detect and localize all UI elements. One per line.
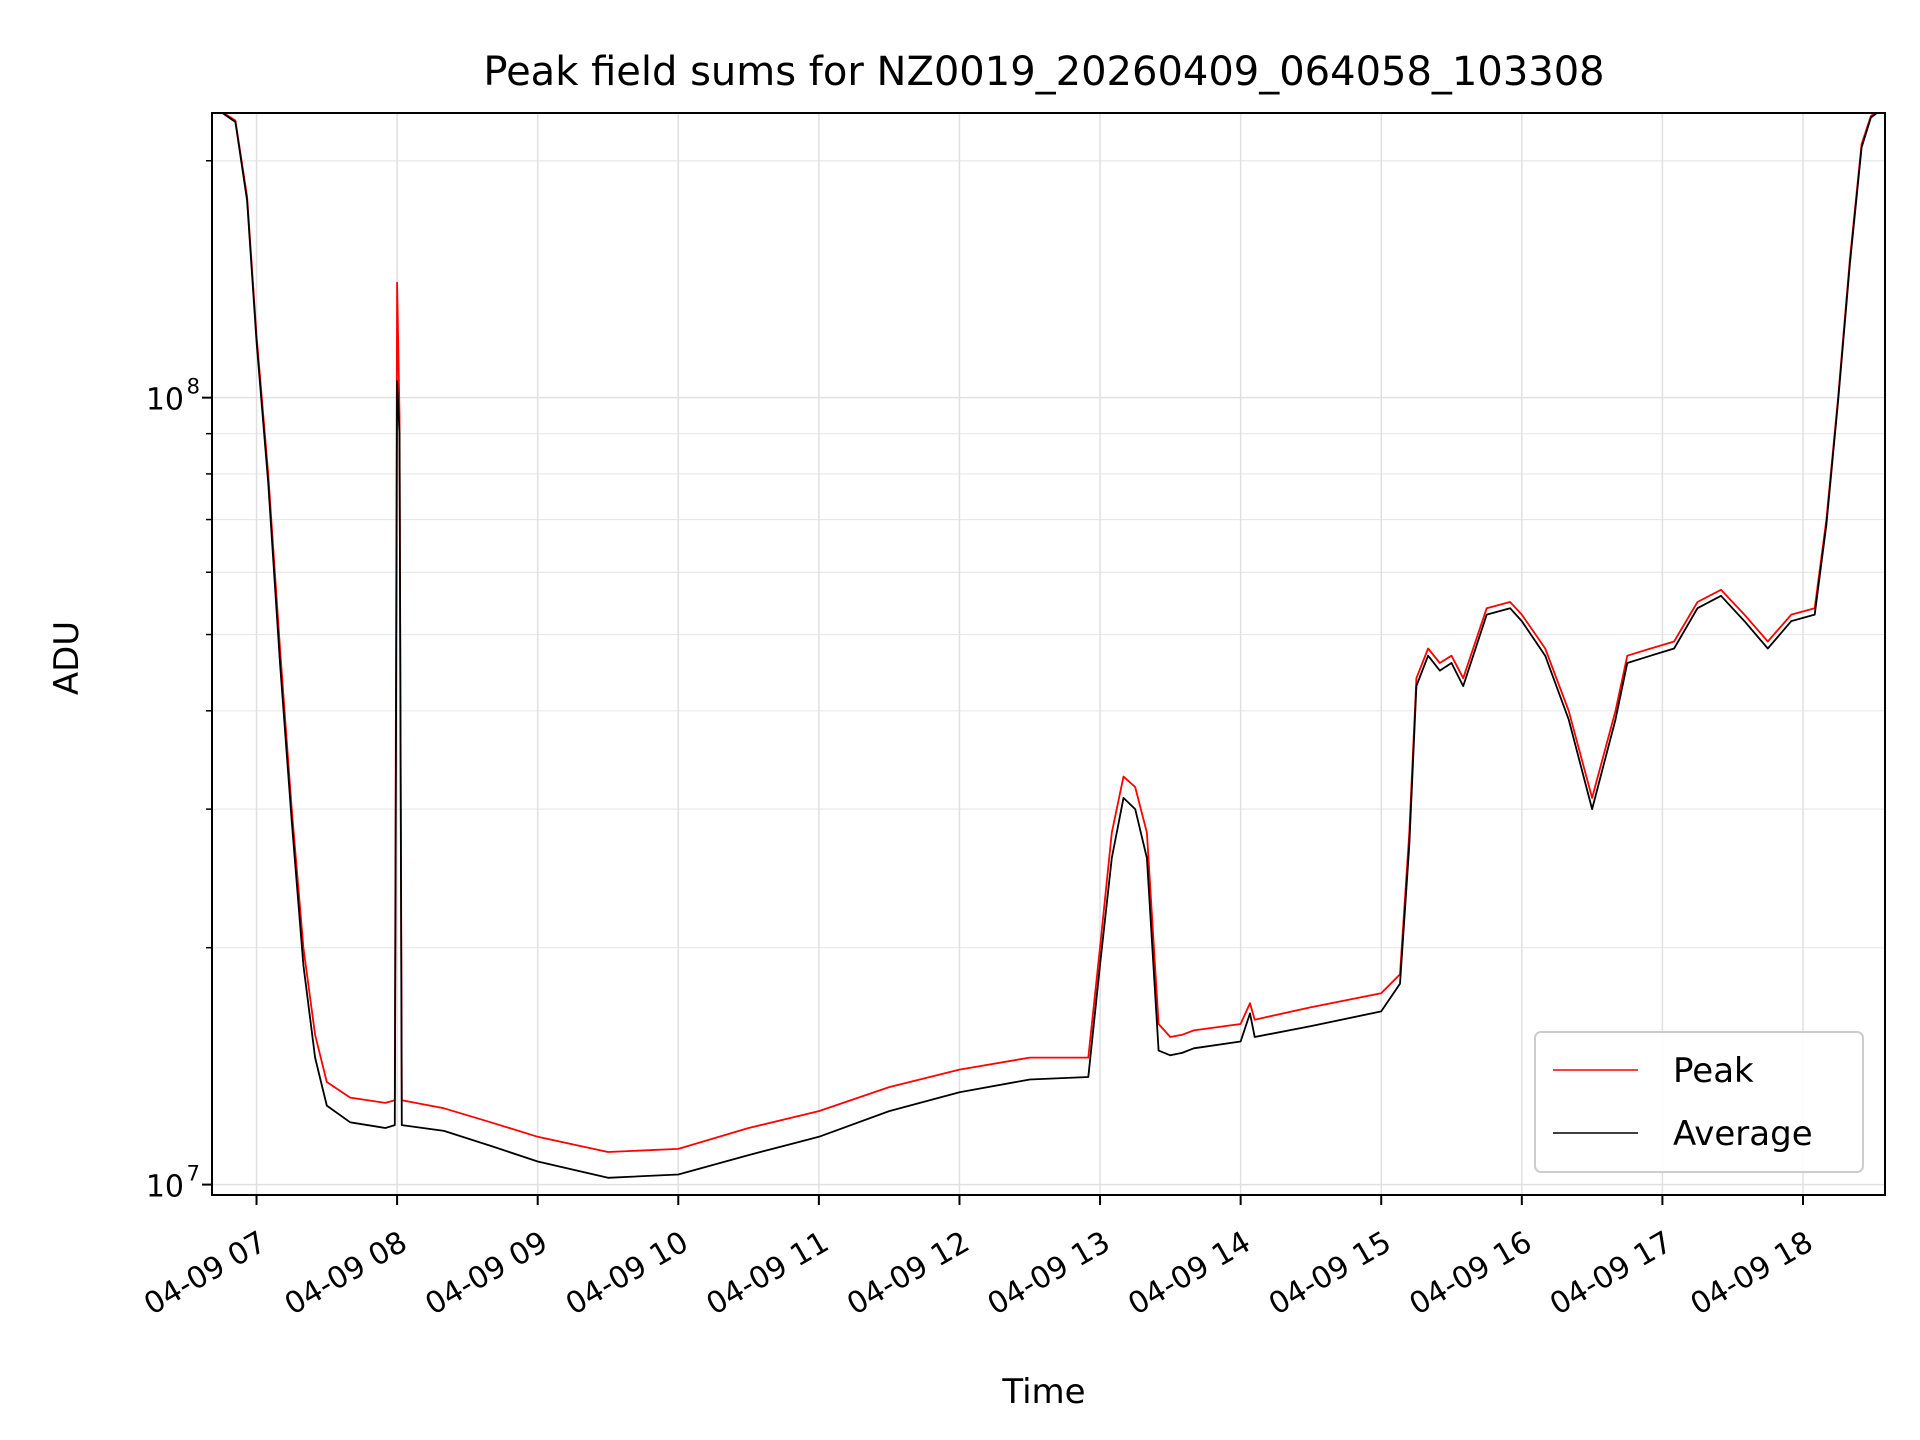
x-axis-label: Time [1001, 1372, 1085, 1412]
plot-frame [211, 112, 1886, 1196]
y-tick-label: 10 [146, 1170, 184, 1205]
series-lines [220, 113, 1879, 1179]
chart-title: Peak field sums for NZ0019_20260409_0640… [483, 49, 1604, 95]
series-line-average [220, 113, 1879, 1179]
legend-box [1534, 1031, 1864, 1173]
y-axis-label: ADU [47, 621, 87, 695]
legend-label-peak: Peak [1673, 1051, 1754, 1091]
legend: Peak Average [1534, 1031, 1864, 1173]
y-tick-exponent: 8 [187, 375, 200, 399]
legend-label-average: Average [1673, 1114, 1813, 1154]
y-tick-label: 10 [146, 383, 184, 418]
grid [212, 113, 1885, 1195]
series-line-peak [221, 113, 1877, 1153]
y-tick-exponent: 7 [187, 1162, 200, 1186]
